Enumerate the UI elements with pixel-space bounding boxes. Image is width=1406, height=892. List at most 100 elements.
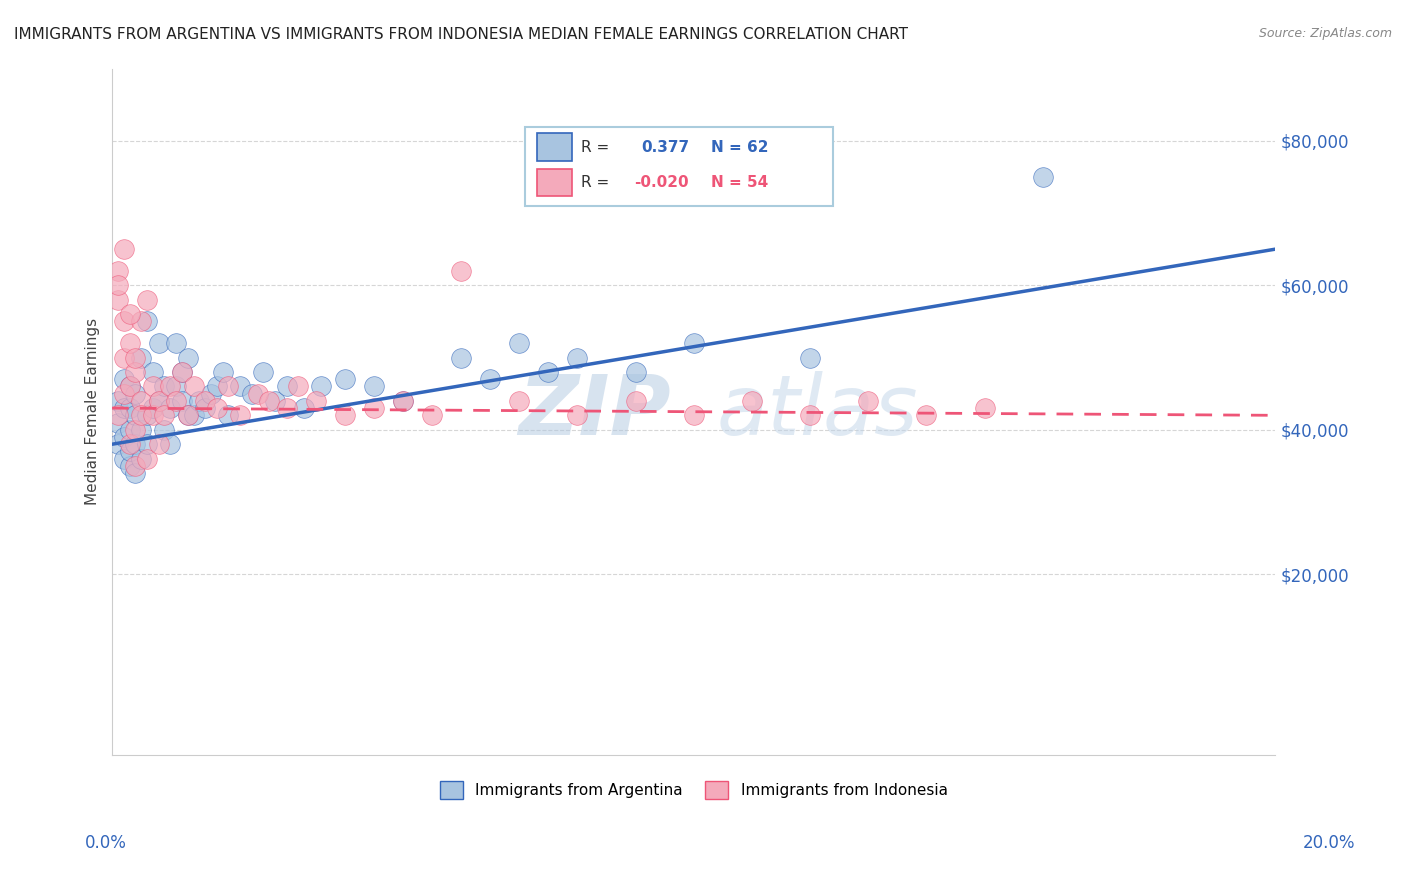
- Point: [136, 437, 159, 451]
- Text: Source: ZipAtlas.com: Source: ZipAtlas.com: [1258, 27, 1392, 40]
- Point: [170, 365, 193, 379]
- Point: [124, 351, 146, 365]
- Text: 0.0%: 0.0%: [84, 834, 127, 852]
- Point: [183, 409, 205, 423]
- Point: [107, 393, 129, 408]
- Point: [112, 372, 135, 386]
- Point: [287, 379, 309, 393]
- Point: [136, 451, 159, 466]
- Point: [257, 393, 280, 408]
- Point: [205, 401, 228, 416]
- Text: R =: R =: [581, 140, 609, 154]
- Point: [450, 264, 472, 278]
- Point: [211, 365, 233, 379]
- Point: [118, 336, 141, 351]
- Point: [124, 458, 146, 473]
- Point: [129, 451, 152, 466]
- Point: [124, 466, 146, 480]
- Point: [292, 401, 315, 416]
- Point: [217, 409, 239, 423]
- Point: [118, 444, 141, 458]
- Point: [624, 365, 647, 379]
- Point: [567, 351, 589, 365]
- Point: [118, 401, 141, 416]
- Point: [129, 393, 152, 408]
- Point: [118, 379, 141, 393]
- Text: -0.020: -0.020: [634, 175, 689, 190]
- Point: [276, 379, 298, 393]
- Point: [363, 401, 385, 416]
- Text: N = 62: N = 62: [711, 140, 769, 154]
- Point: [107, 416, 129, 430]
- Point: [392, 393, 415, 408]
- Point: [624, 393, 647, 408]
- Point: [159, 379, 181, 393]
- Point: [136, 293, 159, 307]
- Point: [1032, 169, 1054, 184]
- Point: [229, 409, 252, 423]
- Point: [246, 386, 269, 401]
- Point: [537, 365, 560, 379]
- Point: [129, 409, 152, 423]
- Point: [107, 264, 129, 278]
- Point: [194, 401, 217, 416]
- Point: [107, 409, 129, 423]
- Point: [183, 379, 205, 393]
- Point: [118, 307, 141, 321]
- Point: [194, 393, 217, 408]
- Point: [333, 372, 356, 386]
- Point: [118, 379, 141, 393]
- Point: [124, 365, 146, 379]
- Text: N = 54: N = 54: [711, 175, 769, 190]
- Point: [129, 351, 152, 365]
- Point: [856, 393, 879, 408]
- Text: ZIP: ZIP: [517, 371, 671, 452]
- Point: [112, 314, 135, 328]
- Point: [217, 379, 239, 393]
- Point: [170, 365, 193, 379]
- Point: [112, 430, 135, 444]
- Point: [142, 409, 165, 423]
- Point: [682, 409, 704, 423]
- Point: [148, 393, 170, 408]
- Point: [450, 351, 472, 365]
- Bar: [537, 169, 572, 196]
- Point: [188, 393, 211, 408]
- Point: [333, 409, 356, 423]
- Point: [112, 386, 135, 401]
- Point: [741, 393, 763, 408]
- Legend: Immigrants from Argentina, Immigrants from Indonesia: Immigrants from Argentina, Immigrants fr…: [433, 775, 953, 805]
- Point: [136, 314, 159, 328]
- Point: [142, 365, 165, 379]
- Point: [107, 278, 129, 293]
- Point: [112, 242, 135, 256]
- Point: [165, 336, 187, 351]
- Point: [148, 437, 170, 451]
- Point: [153, 379, 176, 393]
- Point: [124, 409, 146, 423]
- Point: [129, 314, 152, 328]
- Point: [153, 409, 176, 423]
- FancyBboxPatch shape: [524, 127, 834, 206]
- Point: [153, 423, 176, 437]
- Point: [177, 409, 200, 423]
- Point: [112, 351, 135, 365]
- Point: [915, 409, 938, 423]
- Point: [129, 423, 152, 437]
- Bar: [537, 134, 572, 161]
- Point: [508, 336, 530, 351]
- Point: [124, 386, 146, 401]
- Point: [136, 409, 159, 423]
- Text: R =: R =: [581, 175, 609, 190]
- Point: [392, 393, 415, 408]
- Point: [311, 379, 333, 393]
- Point: [177, 409, 200, 423]
- Text: 0.377: 0.377: [641, 140, 689, 154]
- Y-axis label: Median Female Earnings: Median Female Earnings: [86, 318, 100, 505]
- Point: [170, 393, 193, 408]
- Point: [799, 409, 821, 423]
- Point: [508, 393, 530, 408]
- Text: atlas: atlas: [717, 371, 918, 452]
- Point: [177, 351, 200, 365]
- Point: [567, 409, 589, 423]
